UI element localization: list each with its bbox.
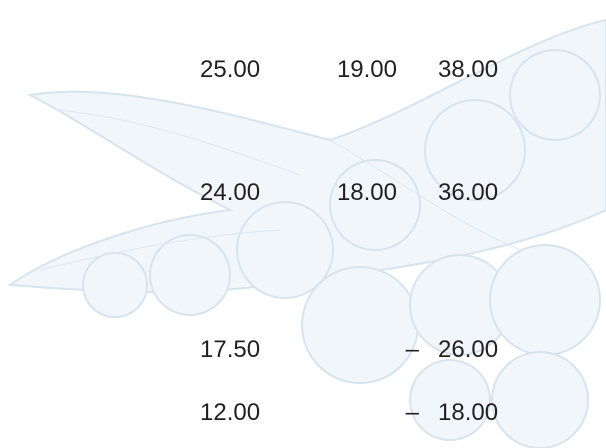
price-cell: – xyxy=(406,399,419,427)
price-cell: – xyxy=(406,336,419,364)
price-table: 25.0019.0038.0024.0018.0036.0017.50–26.0… xyxy=(0,0,606,448)
price-cell: 25.00 xyxy=(200,56,260,84)
price-cell: 38.00 xyxy=(438,56,498,84)
price-cell: 17.50 xyxy=(200,336,260,364)
price-cell: 18.00 xyxy=(337,179,397,207)
price-cell: 36.00 xyxy=(438,179,498,207)
price-cell: 12.00 xyxy=(200,399,260,427)
pea-pod-illustration xyxy=(0,0,606,448)
price-cell: 18.00 xyxy=(438,399,498,427)
price-cell: 19.00 xyxy=(337,56,397,84)
price-cell: 24.00 xyxy=(200,179,260,207)
price-cell: 26.00 xyxy=(438,336,498,364)
